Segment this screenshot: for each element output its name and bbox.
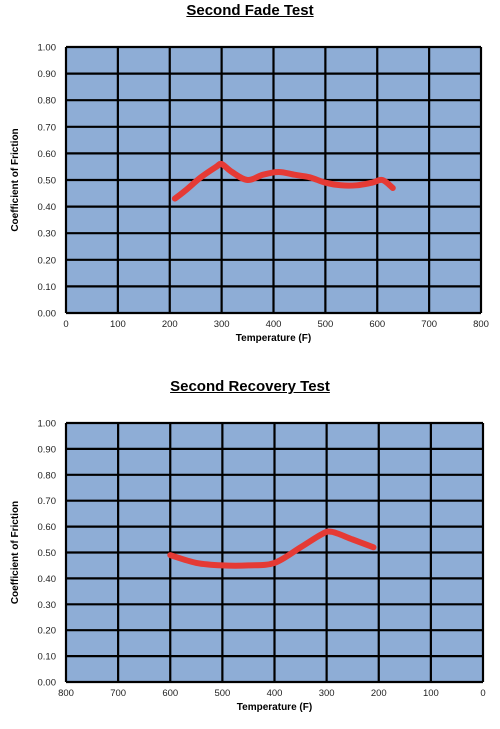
y-tick-label: 0.20 [38, 626, 57, 637]
y-tick-label: 0.30 [38, 600, 57, 611]
y-axis-label: Coefficient of Friction [10, 501, 21, 604]
x-axis-label: Temperature (F) [237, 702, 312, 713]
x-tick-label: 300 [214, 319, 230, 330]
y-tick-label: 0.90 [38, 444, 57, 455]
recovery-test-plot: 800 700 600 500 400 300 200 100 0 0.00 0.10 0.20 0.3… [10, 419, 486, 714]
y-axis-label: Coefficient of Friction [10, 128, 21, 231]
y-tick-label: 0.60 [38, 149, 57, 160]
x-tick-label: 800 [58, 688, 74, 699]
x-tick-label: 200 [162, 319, 178, 330]
chart-title: Second Fade Test [186, 2, 314, 19]
y-tick-label: 0.40 [38, 202, 57, 213]
x-tick-label: 400 [267, 688, 283, 699]
y-tick-label: 0.80 [38, 96, 57, 107]
y-tick-label: 0.00 [38, 678, 57, 689]
y-tick-label: 0.60 [38, 522, 57, 533]
x-tick-label: 100 [110, 319, 126, 330]
fade-test-plot: 0 100 200 300 400 500 600 700 800 0.00 0.10 0.20 0.3… [10, 43, 489, 345]
data-series-line [171, 160, 396, 202]
x-axis-label: Temperature (F) [236, 333, 311, 344]
x-tick-label: 500 [317, 319, 333, 330]
x-tick-label: 800 [473, 319, 489, 330]
y-tick-label: 0.70 [38, 122, 57, 133]
chart-title: Second Recovery Test [170, 378, 330, 395]
x-tick-label: 700 [421, 319, 437, 330]
x-tick-label: 600 [162, 688, 178, 699]
y-tick-label: 0.00 [38, 309, 57, 320]
x-tick-label: 700 [110, 688, 126, 699]
y-tick-label: 0.10 [38, 652, 57, 663]
y-tick-label: 0.50 [38, 548, 57, 559]
y-tick-label: 0.70 [38, 496, 57, 507]
x-tick-label: 0 [63, 319, 68, 330]
fade-test-chart: Second Fade Test 0 100 200 300 400 500 600 700 8… [0, 0, 500, 360]
y-tick-label: 0.90 [38, 69, 57, 80]
x-tick-label: 300 [319, 688, 335, 699]
y-tick-label: 1.00 [38, 419, 57, 430]
x-tick-label: 500 [214, 688, 230, 699]
y-tick-label: 0.80 [38, 470, 57, 481]
y-tick-label: 1.00 [38, 43, 57, 54]
y-tick-label: 0.50 [38, 176, 57, 187]
x-tick-label: 200 [371, 688, 387, 699]
y-tick-label: 0.30 [38, 229, 57, 240]
x-tick-label: 100 [423, 688, 439, 699]
recovery-test-chart: Second Recovery Test 800 700 600 500 400 300 2… [0, 372, 500, 729]
data-series-line [167, 528, 377, 569]
y-tick-label: 0.40 [38, 574, 57, 585]
y-tick-label: 0.10 [38, 282, 57, 293]
x-tick-label: 600 [369, 319, 385, 330]
x-tick-label: 0 [480, 688, 485, 699]
x-tick-label: 400 [266, 319, 282, 330]
y-tick-label: 0.20 [38, 255, 57, 266]
